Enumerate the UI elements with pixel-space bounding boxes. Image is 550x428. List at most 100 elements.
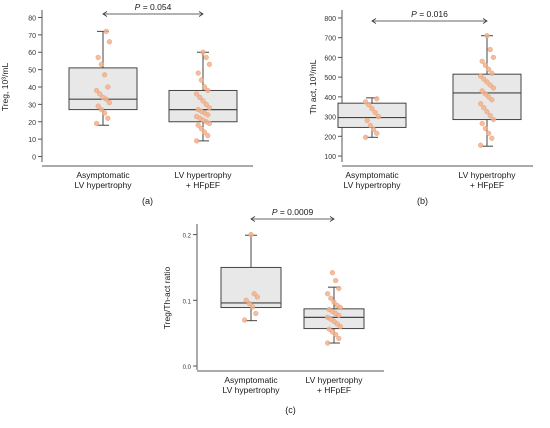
data-point	[369, 106, 375, 112]
data-point	[482, 91, 489, 97]
y-tick-label: 500	[324, 75, 336, 82]
data-point	[194, 138, 200, 144]
data-point	[194, 91, 200, 97]
data-point	[251, 291, 257, 297]
panel-label: (a)	[142, 196, 153, 206]
data-point	[205, 133, 211, 139]
data-point	[366, 102, 372, 108]
data-point	[248, 231, 254, 238]
data-point	[325, 340, 331, 346]
y-tick-label: 400	[324, 95, 336, 102]
y-tick-label: 30	[28, 102, 36, 109]
p-value-label: P = 0.054	[135, 2, 172, 12]
x-category-label: LV hypertrophy	[305, 375, 363, 385]
data-point	[101, 110, 108, 116]
y-tick-label: 0.0	[183, 365, 192, 371]
data-point	[333, 277, 339, 284]
y-tick-label: 10	[28, 137, 36, 144]
y-tick-label: 0.1	[183, 299, 192, 305]
data-point	[206, 105, 213, 111]
y-tick-label: 0	[32, 155, 36, 162]
data-point	[198, 77, 205, 83]
data-point	[105, 84, 111, 90]
data-point	[242, 317, 248, 323]
data-point	[486, 94, 492, 100]
data-point	[202, 129, 208, 135]
data-point	[98, 106, 105, 113]
data-point	[371, 126, 377, 133]
data-point	[489, 135, 495, 141]
box-group-2	[452, 33, 522, 148]
p-symbol: P	[272, 207, 278, 217]
y-tick-label: 0.2	[183, 234, 192, 240]
data-point	[482, 125, 489, 132]
data-point	[195, 106, 201, 113]
data-point	[200, 98, 206, 104]
data-point	[198, 126, 205, 132]
data-point	[200, 49, 206, 55]
data-point	[489, 97, 495, 103]
iqr-box	[220, 266, 282, 309]
y-tick-label: 300	[324, 115, 336, 122]
y-tick-label: 800	[324, 16, 336, 23]
data-point	[98, 61, 105, 68]
data-point	[106, 100, 113, 106]
bracket-arrow-right	[482, 18, 488, 24]
y-tick-label: 80	[28, 15, 36, 22]
data-point	[325, 291, 331, 297]
data-point	[203, 54, 209, 61]
data-point	[328, 295, 334, 301]
x-category-label: + HFpEF	[470, 180, 504, 190]
data-point	[329, 270, 336, 276]
data-point	[374, 130, 380, 136]
data-point	[101, 72, 108, 78]
panel-label: (b)	[417, 196, 428, 206]
data-point	[487, 113, 493, 119]
data-point	[105, 115, 111, 121]
data-point	[490, 54, 497, 61]
data-point	[95, 103, 101, 109]
data-point	[195, 122, 201, 128]
data-point	[336, 335, 342, 342]
data-point	[482, 62, 489, 68]
box-group-2	[168, 49, 238, 144]
data-point	[336, 285, 342, 292]
data-point	[246, 300, 253, 307]
panel-label: (c)	[285, 405, 296, 415]
data-point	[93, 120, 100, 127]
data-point	[479, 88, 485, 94]
box-group-2	[303, 270, 365, 346]
bracket-arrow-right	[329, 216, 335, 222]
x-category-label: + HFpEF	[317, 385, 351, 395]
data-point	[100, 94, 106, 101]
data-point	[106, 39, 113, 45]
p-value-label: P = 0.016	[411, 9, 448, 19]
data-point	[478, 142, 484, 148]
bracket-arrow-right	[198, 11, 204, 17]
y-tick-label: 40	[28, 85, 36, 92]
y-tick-label: 60	[28, 50, 36, 57]
data-point	[334, 302, 340, 309]
data-point	[490, 85, 497, 91]
data-point	[478, 73, 484, 79]
data-point	[363, 99, 369, 105]
data-point	[206, 61, 213, 68]
data-point	[250, 304, 256, 310]
data-point	[375, 113, 382, 120]
data-point	[197, 94, 203, 101]
data-point	[254, 294, 261, 300]
y-tick-label: 50	[28, 68, 36, 75]
data-point	[481, 105, 487, 111]
y-tick-label: 600	[324, 55, 336, 62]
data-point	[203, 101, 209, 107]
data-point	[486, 66, 492, 72]
data-point	[484, 109, 490, 115]
data-point	[253, 310, 259, 317]
y-tick-label: 700	[324, 36, 336, 43]
data-point	[487, 46, 493, 53]
panel-b: 100 200 300 400 500 600 700 800 Th act, 10³/mL As…	[308, 9, 533, 206]
x-category-label: Asymptomatic	[76, 170, 130, 180]
data-point	[481, 76, 487, 82]
